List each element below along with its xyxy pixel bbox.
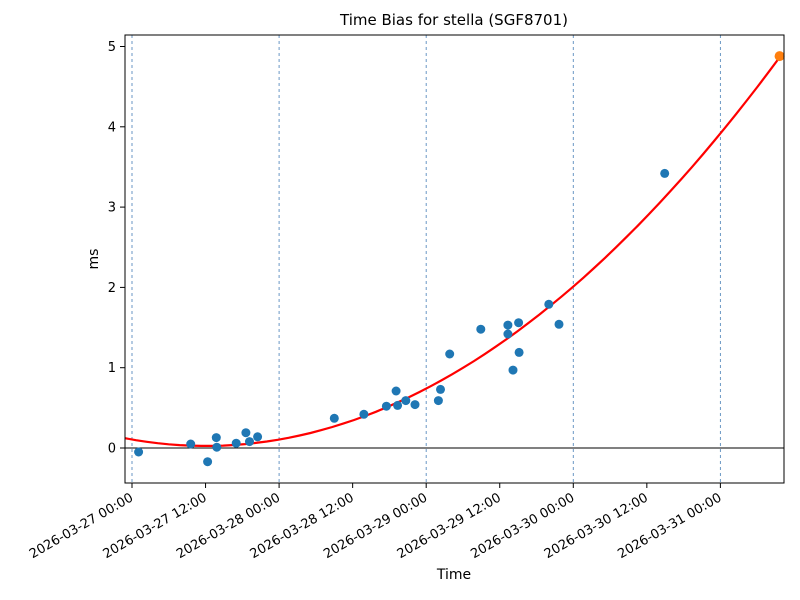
- scatter-point: [508, 365, 518, 375]
- scatter-series-predicted: [774, 51, 785, 62]
- plot-frame: [124, 34, 785, 484]
- scatter-point: [186, 439, 196, 449]
- scatter-point: [393, 400, 403, 410]
- scatter-point: [253, 432, 263, 442]
- scatter-point: [203, 457, 213, 467]
- scatter-point: [445, 349, 455, 359]
- scatter-point: [211, 433, 221, 443]
- y-tick-label: 1: [108, 361, 116, 376]
- y-tick-label: 5: [108, 40, 116, 55]
- scatter-point: [134, 447, 144, 457]
- scatter-point: [544, 299, 554, 309]
- y-axis-ticks: [120, 46, 125, 449]
- chart-title: Time Bias for stella (SGF8701): [339, 11, 568, 29]
- x-axis-ticks: [131, 483, 721, 488]
- scatter-point: [503, 320, 513, 330]
- scatter-point: [245, 437, 254, 447]
- y-axis-tick-labels: 0 1 2 3 4 5: [108, 40, 116, 457]
- scatter-point: [554, 319, 564, 329]
- scatter-point: [433, 396, 443, 406]
- scatter-point: [381, 401, 391, 411]
- y-tick-label: 0: [108, 442, 116, 457]
- scatter-point: [476, 324, 486, 334]
- scatter-point: [660, 168, 670, 178]
- x-axis-label: Time: [436, 567, 471, 583]
- scatter-point: [212, 442, 222, 452]
- scatter-point: [329, 413, 339, 423]
- scatter-point: [774, 51, 785, 62]
- scatter-point: [503, 329, 513, 339]
- scatter-point: [410, 400, 420, 410]
- y-axis-label: ms: [86, 249, 102, 270]
- scatter-point: [401, 396, 411, 406]
- scatter-point: [436, 384, 445, 394]
- scatter-point: [231, 438, 241, 448]
- scatter-series-observed: [134, 168, 670, 467]
- y-tick-label: 2: [108, 281, 116, 296]
- scatter-point: [241, 428, 251, 438]
- trend-curve: [124, 56, 781, 447]
- scatter-point: [359, 409, 369, 419]
- gridlines: [131, 35, 721, 483]
- scatter-point: [514, 318, 524, 328]
- y-tick-label: 3: [108, 201, 116, 216]
- y-tick-label: 4: [108, 120, 116, 135]
- scatter-point: [514, 347, 524, 357]
- scatter-point: [391, 386, 401, 396]
